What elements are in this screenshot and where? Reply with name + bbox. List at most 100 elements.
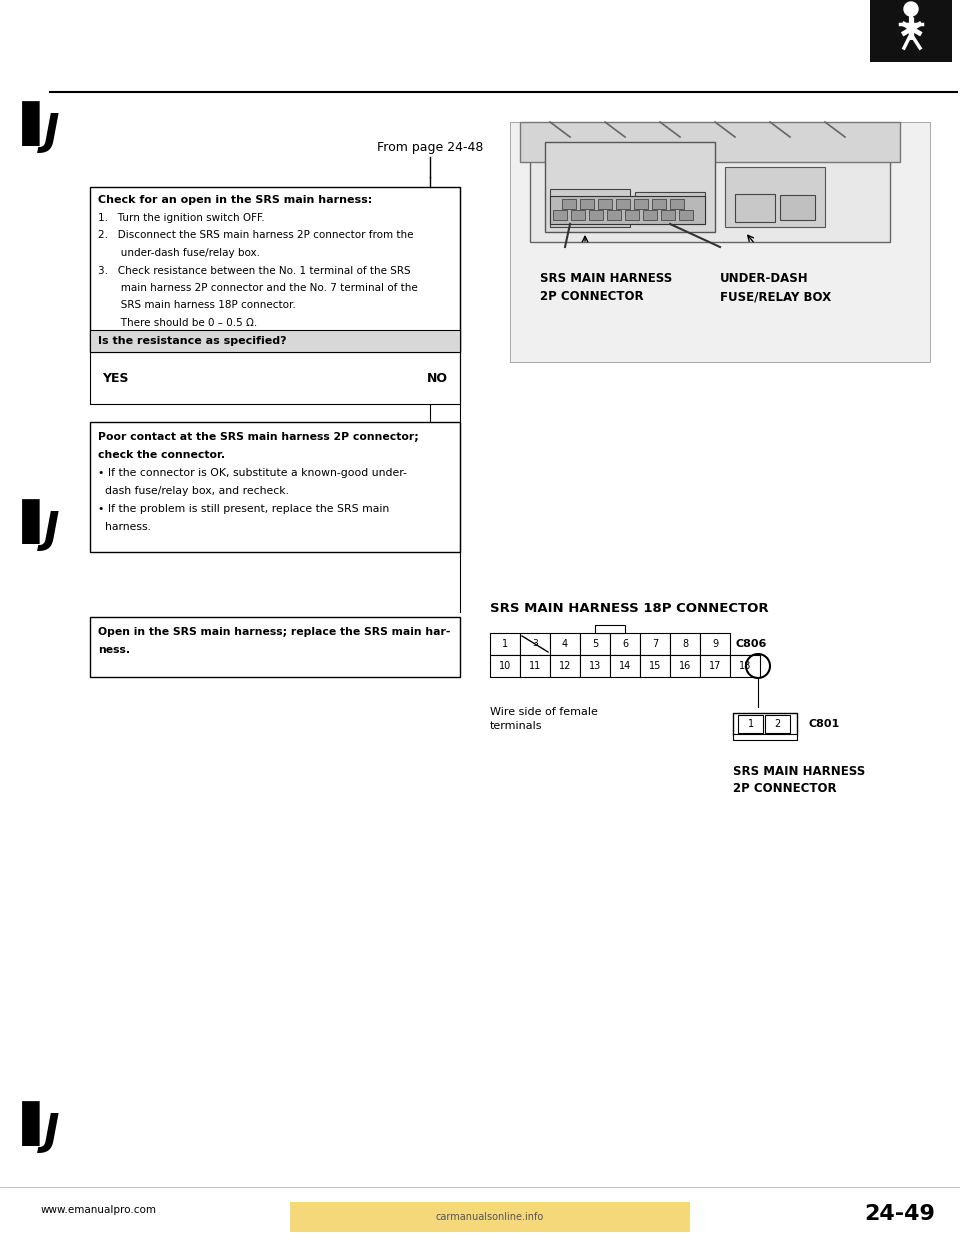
Text: 8: 8 [682, 638, 688, 650]
Bar [765, 715, 790, 733]
Text: 10: 10 [499, 661, 511, 671]
Bar [520, 655, 550, 677]
Text: 9: 9 [712, 638, 718, 650]
Text: There should be 0 – 0.5 Ω.: There should be 0 – 0.5 Ω. [98, 318, 257, 328]
Bar [553, 210, 567, 220]
Text: SRS MAIN HARNESS
2P CONNECTOR: SRS MAIN HARNESS 2P CONNECTOR [733, 765, 865, 795]
Bar [90, 617, 460, 677]
Bar [700, 633, 730, 655]
Text: 5: 5 [592, 638, 598, 650]
Bar [679, 210, 693, 220]
Text: Poor contact at the SRS main harness 2P connector;: Poor contact at the SRS main harness 2P … [98, 432, 419, 442]
Bar [550, 196, 705, 224]
Bar [90, 188, 460, 351]
Text: ness.: ness. [98, 645, 131, 655]
Text: ▐: ▐ [5, 1102, 39, 1146]
Bar [90, 330, 460, 351]
Text: ▐: ▐ [5, 499, 39, 544]
Bar [90, 351, 460, 404]
Text: 6: 6 [622, 638, 628, 650]
Text: UNDER-DASH
FUSE/RELAY BOX: UNDER-DASH FUSE/RELAY BOX [720, 272, 831, 303]
Bar [530, 132, 890, 242]
Bar [580, 633, 610, 655]
Bar [510, 122, 930, 361]
Bar [735, 194, 775, 222]
Text: SRS MAIN HARNESS 18P CONNECTOR: SRS MAIN HARNESS 18P CONNECTOR [490, 602, 769, 615]
Text: 7: 7 [652, 638, 659, 650]
Bar [733, 734, 797, 740]
Text: 1: 1 [502, 638, 508, 650]
Text: From page 24-48: From page 24-48 [377, 140, 483, 154]
Bar [640, 655, 670, 677]
Bar [598, 199, 612, 209]
Bar [550, 189, 630, 227]
Bar [670, 633, 700, 655]
Text: Open in the SRS main harness; replace the SRS main har-: Open in the SRS main harness; replace th… [98, 627, 450, 637]
Bar [730, 655, 760, 677]
Text: www.emanualpro.com: www.emanualpro.com [40, 1205, 156, 1215]
Text: 11: 11 [529, 661, 541, 671]
Circle shape [904, 2, 918, 16]
Text: 1: 1 [748, 719, 754, 729]
Bar [580, 199, 594, 209]
Text: Check for an open in the SRS main harness:: Check for an open in the SRS main harnes… [98, 195, 372, 205]
Bar [625, 210, 639, 220]
Bar [640, 633, 670, 655]
Text: SRS MAIN HARNESS
2P CONNECTOR: SRS MAIN HARNESS 2P CONNECTOR [540, 272, 672, 303]
Text: 1.   Turn the ignition switch OFF.: 1. Turn the ignition switch OFF. [98, 212, 265, 224]
Text: 3: 3 [532, 640, 538, 648]
Text: 14: 14 [619, 661, 631, 671]
Text: dash fuse/relay box, and recheck.: dash fuse/relay box, and recheck. [98, 486, 289, 496]
Text: 12: 12 [559, 661, 571, 671]
Bar [670, 199, 684, 209]
Text: Is the resistance as specified?: Is the resistance as specified? [98, 337, 287, 347]
Bar [738, 715, 763, 733]
Bar [725, 166, 825, 227]
Text: under-dash fuse/relay box.: under-dash fuse/relay box. [98, 248, 260, 258]
Bar [652, 199, 666, 209]
Text: J: J [44, 509, 60, 551]
Bar [607, 210, 621, 220]
Text: 13: 13 [588, 661, 601, 671]
Bar [643, 210, 657, 220]
Text: 2: 2 [775, 719, 780, 729]
Bar [571, 210, 585, 220]
Bar [550, 633, 580, 655]
Text: 17: 17 [708, 661, 721, 671]
Bar [870, 0, 952, 62]
Text: C801: C801 [808, 719, 839, 729]
Text: SRS main harness 18P connector.: SRS main harness 18P connector. [98, 301, 296, 310]
Text: carmanualsonline.info: carmanualsonline.info [436, 1212, 544, 1222]
Text: 4: 4 [562, 638, 568, 650]
Bar [550, 655, 580, 677]
Bar [733, 713, 797, 735]
Text: 2.   Disconnect the SRS main harness 2P connector from the: 2. Disconnect the SRS main harness 2P co… [98, 231, 414, 241]
Bar [90, 422, 460, 551]
Bar [610, 655, 640, 677]
Bar [780, 195, 815, 220]
Text: ✱: ✱ [899, 16, 924, 46]
Bar [490, 633, 520, 655]
Text: • If the connector is OK, substitute a known-good under-: • If the connector is OK, substitute a k… [98, 468, 407, 478]
Text: J: J [44, 1112, 60, 1153]
Bar [661, 210, 675, 220]
Text: main harness 2P connector and the No. 7 terminal of the: main harness 2P connector and the No. 7 … [98, 283, 418, 293]
Bar [545, 142, 715, 232]
Bar [290, 1202, 690, 1232]
Text: • If the problem is still present, replace the SRS main: • If the problem is still present, repla… [98, 504, 390, 514]
Text: harness.: harness. [98, 522, 151, 532]
Text: YES: YES [102, 371, 129, 385]
Bar [589, 210, 603, 220]
Bar [520, 122, 900, 161]
Text: 3.   Check resistance between the No. 1 terminal of the SRS: 3. Check resistance between the No. 1 te… [98, 266, 411, 276]
Text: 18: 18 [739, 661, 751, 671]
Bar [595, 625, 625, 633]
Text: 24-49: 24-49 [865, 1203, 935, 1225]
Text: C806: C806 [735, 638, 766, 650]
Bar [700, 655, 730, 677]
Bar [520, 633, 550, 655]
Text: 15: 15 [649, 661, 661, 671]
Text: ▐: ▐ [5, 102, 39, 147]
Bar [634, 199, 648, 209]
Text: Wire side of female
terminals: Wire side of female terminals [490, 707, 598, 732]
